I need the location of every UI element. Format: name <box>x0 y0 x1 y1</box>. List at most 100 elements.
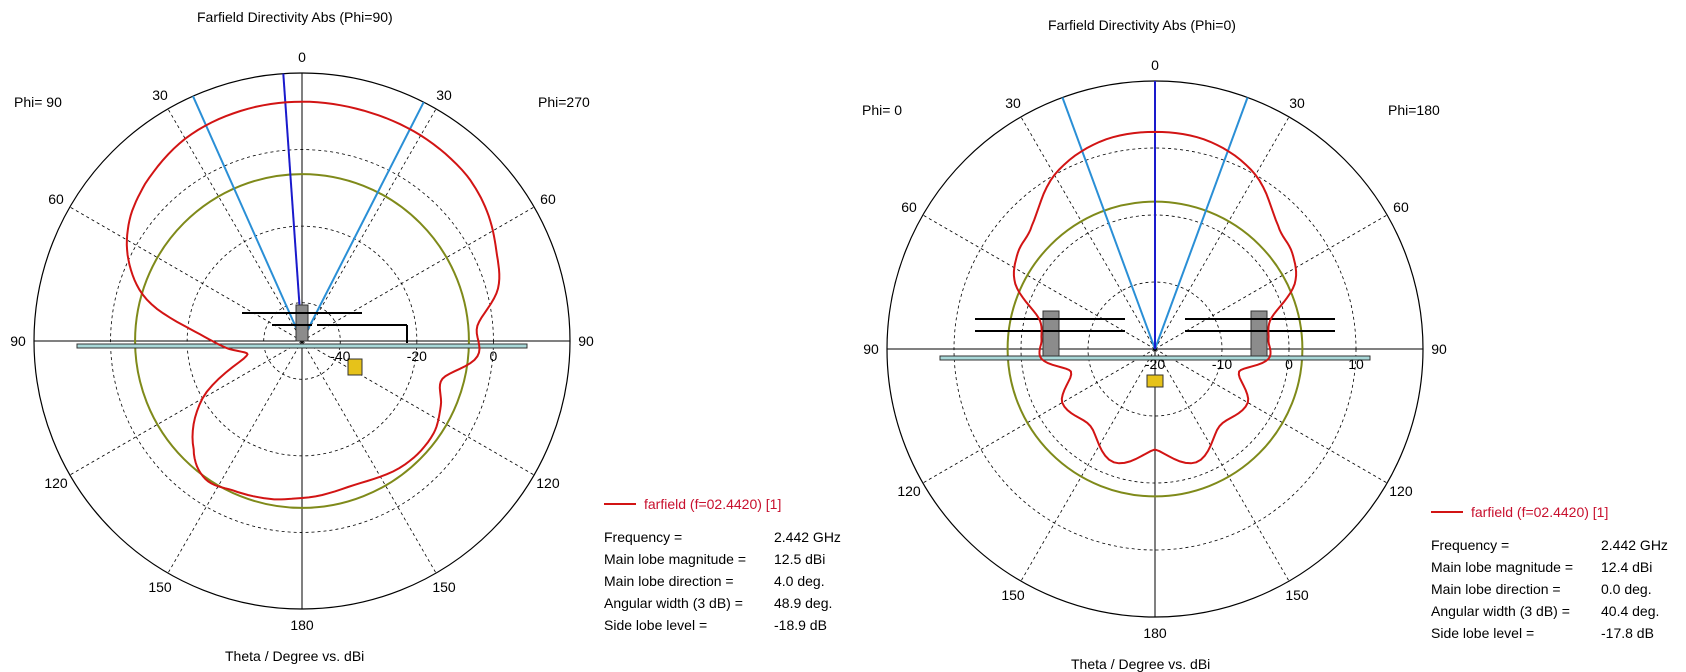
plot2-angle-label: 0 <box>1151 57 1159 73</box>
plot1-beamwidth-line <box>301 101 425 342</box>
plot1-spoke <box>69 340 303 476</box>
plot1-stat-row: Frequency = 2.442 GHz <box>604 526 841 548</box>
plot2-stat-label: Frequency = <box>1431 537 1514 553</box>
plot1-beamwidth-line <box>192 95 303 342</box>
plot1-angle-label: 120 <box>44 475 68 491</box>
plot2-spoke <box>1020 116 1156 350</box>
plot2-stat-value: -17.8 dB <box>1601 625 1654 641</box>
plot2-spoke <box>1020 348 1156 582</box>
plot1-angle-label: 60 <box>48 191 64 207</box>
plot1-angle-label: 150 <box>148 579 172 595</box>
plot2-phi-right-label: Phi=180 <box>1388 102 1440 118</box>
plot1-stat-label: Frequency = <box>604 529 687 545</box>
plot1-stat-row: Main lobe direction = 4.0 deg. <box>604 570 841 592</box>
plot1-radial-tick-label: -40 <box>330 348 350 364</box>
plot2-phi-left-label: Phi= 0 <box>862 102 903 118</box>
plot2-antenna-part <box>1146 374 1164 388</box>
plot2-stat-row: Angular width (3 dB) = 40.4 deg. <box>1431 600 1668 622</box>
plot2-stat-row: Side lobe level = -17.8 dB <box>1431 622 1668 644</box>
plot2-radial-tick-label: 0 <box>1285 356 1293 372</box>
plot1-stat-value: -18.9 dB <box>774 617 827 633</box>
plot1-radial-tick-label: 0 <box>490 348 498 364</box>
plot2-beamwidth-line <box>1061 97 1156 350</box>
plot2-angle-label: 60 <box>901 199 917 215</box>
plot2-stat-value: 2.442 GHz <box>1601 537 1668 553</box>
plot2-legend-line <box>1431 511 1463 513</box>
plot1-spoke <box>69 206 303 342</box>
plot2-radial-tick-label: 10 <box>1348 356 1364 372</box>
plot1-stats: Frequency = 2.442 GHz Main lobe magnitude… <box>604 526 841 636</box>
plot2-spoke <box>1154 348 1290 582</box>
plot1-threshold-ring <box>134 173 470 509</box>
plot1-phi-left-label: Phi= 90 <box>14 94 62 110</box>
plot1-stat-row: Main lobe magnitude = 12.5 dBi <box>604 548 841 570</box>
plot1-antenna-part <box>76 343 528 349</box>
plot1-legend-entry: farfield (f=02.4420) [1] <box>604 496 841 512</box>
plot1-angle-label: 180 <box>290 617 314 633</box>
plot2-stat-value: 0.0 deg. <box>1601 581 1652 597</box>
plot1-xlabel: Theta / Degree vs. dBi <box>225 648 365 664</box>
plot1-spoke <box>301 108 437 342</box>
plot1-spoke <box>301 340 535 476</box>
plot1-stat-value: 48.9 deg. <box>774 595 833 611</box>
plot2-angle-label: 90 <box>1431 341 1447 357</box>
plot1-phi-right-label: Phi=270 <box>538 94 590 110</box>
plot2-pattern-curve <box>1012 130 1298 465</box>
plot2-stat-value: 12.4 dBi <box>1601 559 1653 575</box>
plot2-stat-row: Main lobe magnitude = 12.4 dBi <box>1431 556 1668 578</box>
plot2-spoke <box>1154 348 1388 484</box>
plot1-angle-label: 0 <box>298 49 306 65</box>
plot2-stat-row: Frequency = 2.442 GHz <box>1431 534 1668 556</box>
plot2-angle-label: 150 <box>1001 587 1025 603</box>
plot1-pattern-curve <box>125 100 501 501</box>
plot1-angle-label: 90 <box>578 333 594 349</box>
plot2-legend: farfield (f=02.4420) [1] Frequency = 2.4… <box>1431 504 1668 644</box>
plot2-stat-value: 40.4 deg. <box>1601 603 1660 619</box>
plot1-angle-label: 30 <box>152 87 168 103</box>
plot2-stats: Frequency = 2.442 GHz Main lobe magnitude… <box>1431 534 1668 644</box>
plot1-stat-value: 2.442 GHz <box>774 529 841 545</box>
plot1-spoke <box>167 340 303 574</box>
plot2-antenna-part <box>1250 310 1268 357</box>
plot2-angle-label: 30 <box>1289 95 1305 111</box>
plot1-main-lobe-line <box>282 73 303 342</box>
plot1-legend-line <box>604 503 636 505</box>
plot1-spoke <box>167 108 303 342</box>
plot1-angle-label: 120 <box>536 475 560 491</box>
plot2-antenna-part <box>939 355 1371 361</box>
plot2-angle-label: 120 <box>1389 483 1413 499</box>
plot2-stat-label: Main lobe magnitude = <box>1431 559 1574 575</box>
plot1-stat-row: Side lobe level = -18.9 dB <box>604 614 841 636</box>
plot1-antenna-part <box>347 358 363 376</box>
plot2-stat-label: Angular width (3 dB) = <box>1431 603 1570 619</box>
plot2-stat-label: Main lobe direction = <box>1431 581 1561 597</box>
plot2-angle-label: 30 <box>1005 95 1021 111</box>
plot1-angle-label: 90 <box>10 333 26 349</box>
plot2-angle-label: 180 <box>1143 625 1167 641</box>
plot1-legend-label: farfield (f=02.4420) [1] <box>644 496 782 512</box>
plot2-spoke <box>1154 214 1388 350</box>
plot2-legend-entry: farfield (f=02.4420) [1] <box>1431 504 1668 520</box>
plot1-stat-label: Main lobe magnitude = <box>604 551 747 567</box>
plot1-stat-label: Side lobe level = <box>604 617 708 633</box>
plot1-stat-label: Main lobe direction = <box>604 573 734 589</box>
plot2-title: Farfield Directivity Abs (Phi=0) <box>1048 17 1236 33</box>
plot2-angle-label: 150 <box>1285 587 1309 603</box>
plot2-legend-label: farfield (f=02.4420) [1] <box>1471 504 1609 520</box>
plot2-angle-label: 90 <box>863 341 879 357</box>
plot1-stat-value: 12.5 dBi <box>774 551 826 567</box>
plot1-radial-tick-label: -20 <box>407 348 427 364</box>
plot2-stat-row: Main lobe direction = 0.0 deg. <box>1431 578 1668 600</box>
plot1-stat-row: Angular width (3 dB) = 48.9 deg. <box>604 592 841 614</box>
plot2-stat-label: Side lobe level = <box>1431 625 1535 641</box>
plot1-angle-label: 60 <box>540 191 556 207</box>
plot2-radial-tick-label: -20 <box>1145 356 1165 372</box>
plot1-spoke <box>301 206 535 342</box>
plot2-angle-label: 120 <box>897 483 921 499</box>
plot1-angle-label: 30 <box>436 87 452 103</box>
plot1-legend: farfield (f=02.4420) [1] Frequency = 2.4… <box>604 496 841 636</box>
plot2-antenna-part <box>1042 310 1060 357</box>
plot2-angle-label: 60 <box>1393 199 1409 215</box>
